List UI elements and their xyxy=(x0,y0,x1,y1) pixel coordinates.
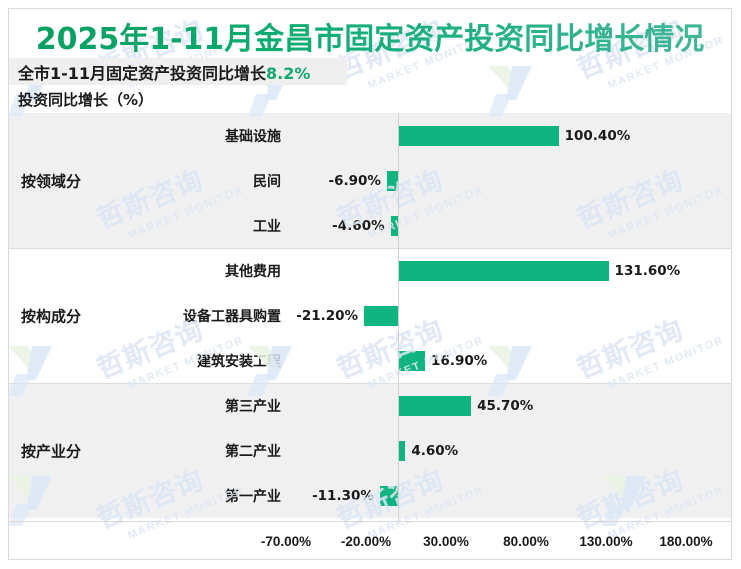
bar-value-label: 45.70% xyxy=(477,397,534,414)
group-label: 按领域分 xyxy=(21,172,82,190)
chart-group: 按产业分 第三产业 45.70% 第二产业 4.60% 第一产业 -11.30% xyxy=(9,383,731,518)
category-label: 设备工器具购置 xyxy=(183,308,281,325)
chart-row: 基础设施 100.40% xyxy=(9,113,731,158)
bar-value-label: 100.40% xyxy=(564,127,631,144)
bar xyxy=(398,395,472,416)
subtitle-value: 8.2% xyxy=(266,64,311,83)
bar xyxy=(386,170,398,191)
bar-value-label: -4.60% xyxy=(332,217,385,234)
x-axis: -70.00% -20.00% 30.00% 80.00% 130.00% 180.00% xyxy=(9,521,731,561)
chart-row: 设备工器具购置 -21.20% xyxy=(9,293,731,338)
bar xyxy=(398,350,426,371)
chart-group: 按领域分 基础设施 100.40% 民间 -6.90% 工业 -4.60% xyxy=(9,113,731,248)
category-label: 第三产业 xyxy=(225,398,281,415)
chart-row: 第三产业 45.70% xyxy=(9,383,731,428)
category-label: 第一产业 xyxy=(225,488,281,505)
page-title: 2025年1-11月金昌市固定资产投资同比增长情况 xyxy=(8,14,732,58)
chart-group: 按构成分 其他费用 131.60% 设备工器具购置 -21.20% 建筑安装工程 16.90… xyxy=(9,248,731,383)
group-label: 按构成分 xyxy=(21,307,82,325)
category-label: 工业 xyxy=(253,218,281,235)
bar xyxy=(379,485,398,506)
axis-caption: 投资同比增长（%） xyxy=(18,91,154,109)
category-label: 第二产业 xyxy=(225,443,281,460)
bar-value-label: 16.90% xyxy=(431,352,488,369)
subtitle-prefix: 全市1-11月固定资产投资同比增长 xyxy=(18,64,267,83)
x-axis-rule xyxy=(9,521,731,522)
bar-value-label: 4.60% xyxy=(411,442,459,459)
plot-area: 按领域分 基础设施 100.40% 民间 -6.90% 工业 -4.60% 按构成分 其他费用 1… xyxy=(9,113,731,521)
group-separator xyxy=(9,383,731,384)
bar-value-label: -6.90% xyxy=(328,172,381,189)
x-tick-label: -20.00% xyxy=(340,534,392,549)
x-tick-label: -70.00% xyxy=(260,534,312,549)
category-label: 建筑安装工程 xyxy=(197,353,281,370)
bar xyxy=(390,215,398,236)
chart-frame xyxy=(8,8,732,560)
subtitle: 全市1-11月固定资产投资同比增长8.2% xyxy=(18,60,310,84)
bar xyxy=(398,125,559,146)
category-label: 基础设施 xyxy=(225,128,281,145)
category-label: 其他费用 xyxy=(225,263,281,280)
x-tick-label: 80.00% xyxy=(503,534,549,549)
bar-value-label: -11.30% xyxy=(312,487,374,504)
category-label: 民间 xyxy=(253,173,281,190)
bar-value-label: -21.20% xyxy=(296,307,359,324)
group-label: 按产业分 xyxy=(21,442,82,460)
bar xyxy=(398,440,406,461)
group-separator xyxy=(9,248,731,249)
chart-row: 第一产业 -11.30% xyxy=(9,473,731,518)
chart-row: 其他费用 131.60% xyxy=(9,248,731,293)
chart-row: 工业 -4.60% xyxy=(9,203,731,248)
chart-row: 建筑安装工程 16.90% xyxy=(9,338,731,383)
bar xyxy=(398,260,609,281)
chart-row: 第二产业 4.60% xyxy=(9,428,731,473)
x-tick-label: 180.00% xyxy=(659,534,713,549)
x-tick-label: 30.00% xyxy=(423,534,469,549)
zero-line xyxy=(398,113,399,522)
x-tick-label: 130.00% xyxy=(579,534,633,549)
bar-value-label: 131.60% xyxy=(614,262,681,279)
bar xyxy=(364,305,398,326)
chart-row: 民间 -6.90% xyxy=(9,158,731,203)
